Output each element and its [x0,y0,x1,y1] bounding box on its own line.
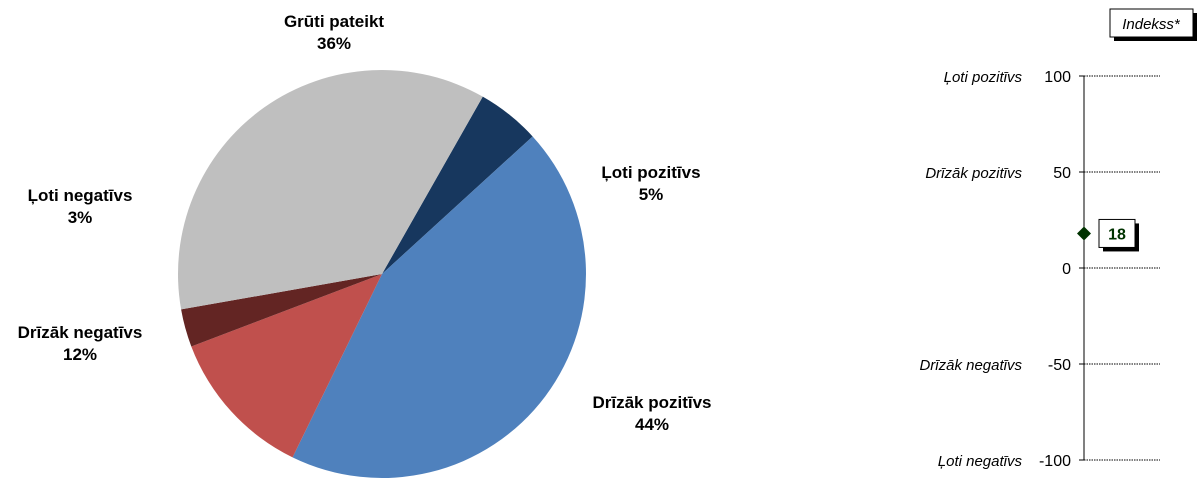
tick-label-0: 0 [1062,261,1071,278]
index-value-label: 18 [1108,226,1126,243]
pie-label-gruti-pateikt: Grūti pateikt [284,12,384,31]
index-title-box [1109,8,1194,38]
tick-label-100: 100 [1044,69,1071,86]
scale-category-drizak-pozitivs: Drīzāk pozitīvs [925,165,1022,182]
pie-percent-loti-negativs: 3% [68,208,93,227]
scale-category-loti-pozitivs: Ļoti pozitīvs [944,69,1023,86]
index-chart: Indekss* 100 Ļoti pozitīvs 50 Drīzāk pozitī… [919,8,1197,470]
index-value-box [1098,218,1136,248]
pie-slice-loti-pozitivs [382,96,533,275]
scale-category-loti-negativs: Ļoti negatīvs [938,453,1023,470]
pie-label-drizak-negativs: Drīzāk negatīvs [18,323,143,342]
pie-slice-drizak-pozitivs [292,136,586,478]
pie-slice-drizak-negativs [191,274,382,458]
pie-label-loti-negativs: Ļoti negatīvs [28,186,133,205]
index-title: Indekss* [1122,16,1181,33]
tick-label-100: -100 [1039,453,1071,470]
tick-label-50: 50 [1053,165,1071,182]
pie-slice-gruti-pateikt [178,70,483,310]
pie-slice-loti-negativs [181,274,382,347]
scale-category-drizak-negativs: Drīzāk negatīvs [919,357,1022,374]
pie-percent-drizak-pozitivs: 44% [635,415,669,434]
pie-label-loti-pozitivs: Ļoti pozitīvs [601,163,700,182]
index-marker [1077,226,1091,241]
pie-percent-drizak-negativs: 12% [63,345,97,364]
pie-percent-loti-pozitivs: 5% [639,185,664,204]
tick-label-50: -50 [1048,357,1071,374]
pie-chart: Ļoti pozitīvs 5% Drīzāk pozitīvs 44% Drīzāk … [18,12,712,478]
pie-label-drizak-pozitivs: Drīzāk pozitīvs [592,393,711,412]
pie-percent-gruti-pateikt: 36% [317,34,351,53]
